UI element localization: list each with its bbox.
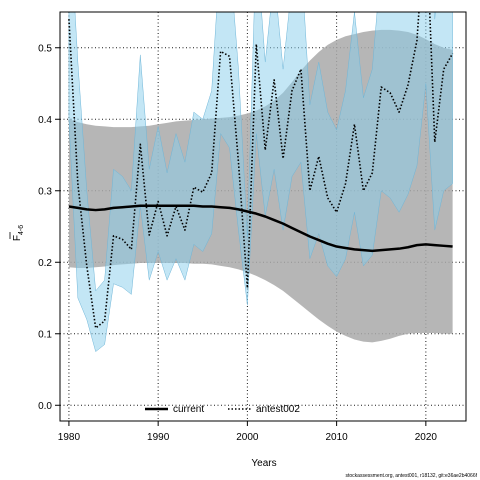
x-tick-label: 1980 bbox=[58, 432, 81, 443]
confidence-bands bbox=[68, 12, 453, 353]
y-tick-label: 0.3 bbox=[38, 186, 52, 197]
y-tick-label: 0.0 bbox=[38, 401, 52, 412]
band-antest002 bbox=[68, 12, 453, 353]
y-axis-title-sub: 4-6 bbox=[18, 225, 25, 235]
legend-label-antest002: antest002 bbox=[256, 404, 300, 415]
plot-frame bbox=[59, 11, 467, 422]
x-tick-label: 2000 bbox=[236, 432, 259, 443]
y-tick-label: 0.4 bbox=[38, 115, 52, 126]
footer-note: stockassessment.org, antest001, r18132, … bbox=[346, 473, 478, 479]
y-tick-label: 0.5 bbox=[38, 43, 52, 54]
y-axis-title-main: F bbox=[12, 235, 23, 241]
x-tick-label: 1990 bbox=[147, 432, 170, 443]
x-axis-title: Years bbox=[251, 458, 276, 469]
x-axis: 1980 1990 2000 2010 2020 bbox=[58, 421, 438, 443]
y-axis-title: F4-6 bbox=[9, 225, 25, 241]
x-tick-label: 2010 bbox=[325, 432, 348, 443]
svg-text:F4-6: F4-6 bbox=[12, 225, 25, 241]
y-axis: 0.0 0.1 0.2 0.3 0.4 0.5 bbox=[38, 43, 60, 412]
series-lines bbox=[68, 12, 454, 329]
y-tick-label: 0.2 bbox=[38, 258, 52, 269]
y-tick-label: 0.1 bbox=[38, 329, 52, 340]
x-tick-label: 2020 bbox=[415, 432, 438, 443]
line-current bbox=[68, 204, 453, 253]
legend-label-current: current bbox=[173, 404, 204, 415]
legend: current antest002 bbox=[145, 404, 300, 415]
